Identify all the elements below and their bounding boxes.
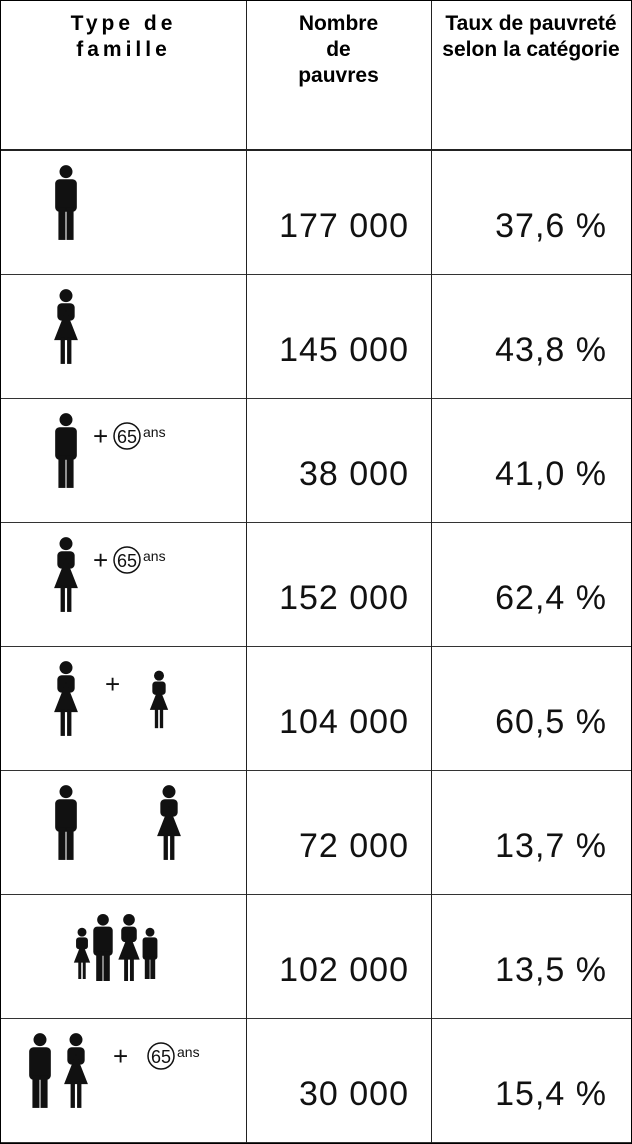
person-icon bbox=[64, 1033, 88, 1108]
poverty-rate: 15,4 % bbox=[495, 1075, 607, 1113]
person-icon bbox=[55, 165, 77, 240]
person-icon bbox=[157, 785, 181, 860]
poverty-rate: 37,6 % bbox=[495, 207, 607, 245]
poverty-rate: 43,8 % bbox=[495, 331, 607, 369]
age-value: 65 bbox=[151, 1047, 171, 1067]
table-row: 145 000 43,8 % bbox=[1, 275, 631, 399]
person-icon bbox=[55, 785, 77, 860]
header-text: Taux de pauvreté selon la catégorie bbox=[442, 12, 620, 61]
age-unit: ans bbox=[143, 424, 166, 440]
family-icons: +65 ans bbox=[55, 413, 166, 488]
person-icon bbox=[142, 927, 158, 979]
header-text: Nombre de pauvres bbox=[298, 12, 379, 87]
age-unit: ans bbox=[177, 1044, 200, 1060]
family-icons bbox=[54, 289, 78, 364]
family-icons bbox=[73, 913, 158, 981]
table-row: +104 000 60,5 % bbox=[1, 647, 631, 771]
person-icon bbox=[118, 913, 140, 981]
table-row: 177 000 37,6 % bbox=[1, 151, 631, 275]
poor-count: 152 000 bbox=[279, 579, 409, 617]
family-icons bbox=[55, 165, 77, 240]
family-icons: +65 ans bbox=[29, 1033, 200, 1108]
table-row: 102 000 13,5 % bbox=[1, 895, 631, 1019]
person-icon bbox=[54, 537, 78, 612]
family-icons: +65 ans bbox=[54, 537, 166, 612]
poor-count: 38 000 bbox=[299, 455, 409, 493]
person-icon bbox=[54, 661, 78, 736]
person-icon bbox=[29, 1033, 51, 1108]
poverty-rate: 13,5 % bbox=[495, 951, 607, 989]
person-icon bbox=[93, 913, 113, 981]
poor-count: 30 000 bbox=[299, 1075, 409, 1113]
poor-count: 72 000 bbox=[299, 827, 409, 865]
plus-sign: + bbox=[93, 421, 108, 451]
poverty-rate: 13,7 % bbox=[495, 827, 607, 865]
age-value: 65 bbox=[117, 551, 137, 571]
age-unit: ans bbox=[143, 548, 166, 564]
person-icon bbox=[54, 289, 78, 364]
header-text: Type de famille bbox=[70, 12, 177, 61]
poor-count: 145 000 bbox=[279, 331, 409, 369]
age-value: 65 bbox=[117, 427, 137, 447]
poor-count: 102 000 bbox=[279, 951, 409, 989]
header-cell: Nombre de pauvres bbox=[246, 1, 431, 151]
person-icon bbox=[55, 413, 77, 488]
family-icons: + bbox=[54, 661, 169, 736]
header-cell: Taux de pauvreté selon la catégorie bbox=[431, 1, 631, 151]
column-line bbox=[431, 1, 432, 1143]
plus-sign: + bbox=[93, 545, 108, 575]
table-row: +65 ans 38 000 41,0 % bbox=[1, 399, 631, 523]
header-cell: Type de famille bbox=[1, 1, 246, 151]
poverty-rate: 41,0 % bbox=[495, 455, 607, 493]
poverty-rate: 62,4 % bbox=[495, 579, 607, 617]
poor-count: 104 000 bbox=[279, 703, 409, 741]
poverty-rate: 60,5 % bbox=[495, 703, 607, 741]
table-row: +65 ans 152 000 62,4 % bbox=[1, 523, 631, 647]
poor-count: 177 000 bbox=[279, 207, 409, 245]
age-circle bbox=[147, 1042, 175, 1070]
plus-sign: + bbox=[105, 669, 120, 699]
age-circle bbox=[113, 546, 141, 574]
family-icons bbox=[55, 785, 181, 860]
person-icon bbox=[73, 927, 91, 979]
plus-sign: + bbox=[113, 1041, 128, 1071]
table-row: 72 000 13,7 % bbox=[1, 771, 631, 895]
age-circle bbox=[113, 422, 141, 450]
column-line bbox=[246, 1, 247, 1143]
person-icon bbox=[149, 670, 169, 729]
table-row: +65 ans 30 000 15,4 % bbox=[1, 1019, 631, 1143]
